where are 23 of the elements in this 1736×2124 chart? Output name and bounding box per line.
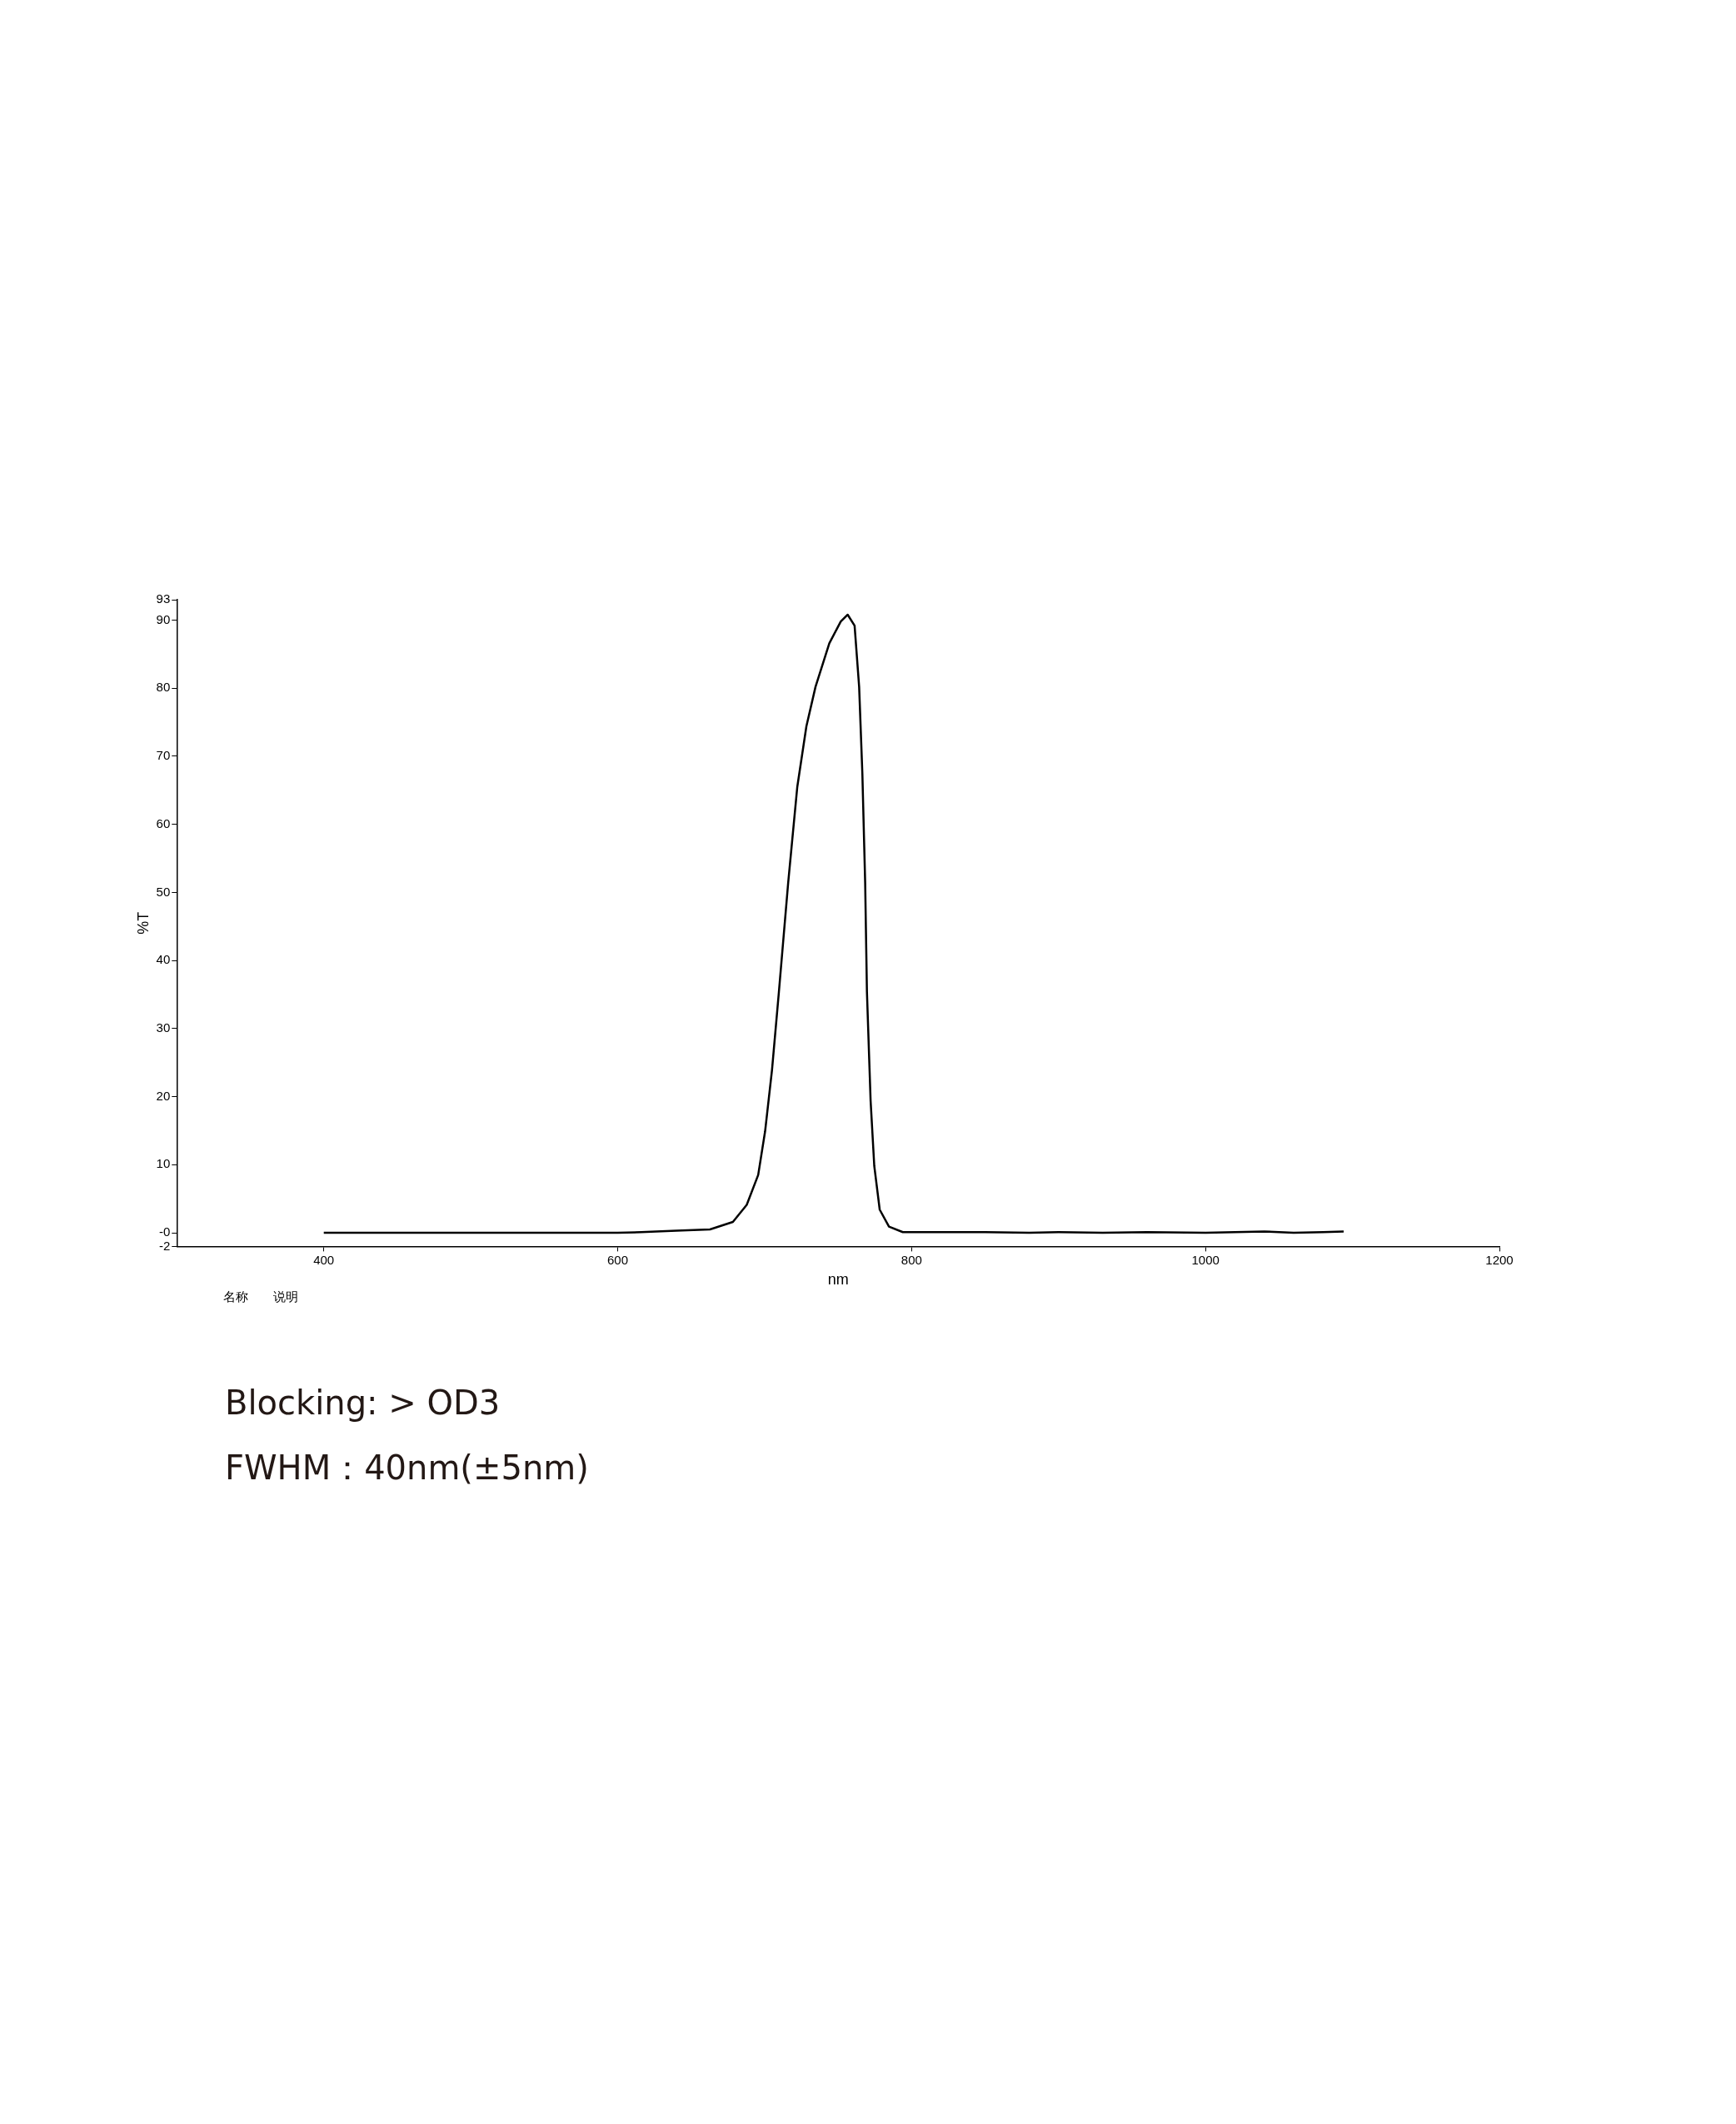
y-axis-title: %T [134,911,152,935]
y-tick-label: -0 [158,1224,171,1239]
y-tick-label: 20 [156,1088,171,1103]
y-tick-label: 93 [156,591,171,606]
x-tick-label: 400 [313,1252,335,1267]
text: FWHM：40nm(±5nm) [225,1448,589,1488]
y-tick-label: 30 [156,1020,171,1035]
y-tick-label: 80 [156,680,171,695]
y-tick-label: 60 [156,815,171,830]
text: Blocking: > OD3 [225,1383,501,1423]
x-tick-label: 800 [900,1252,922,1267]
y-tick-label: 50 [156,884,171,899]
text: 名称 [223,1289,248,1305]
y-tick-label: 70 [156,748,171,763]
y-tick-label: -2 [158,1238,171,1253]
y-tick-label: 40 [156,952,171,967]
y-tick-label: 10 [156,1156,171,1171]
y-tick-label: 90 [156,611,171,626]
x-tick-label: 1200 [1485,1252,1514,1267]
x-tick-label: 600 [607,1252,629,1267]
x-axis-title: nm [827,1271,849,1289]
text: 说明 [273,1289,298,1305]
x-tick-label: 1000 [1191,1252,1220,1267]
